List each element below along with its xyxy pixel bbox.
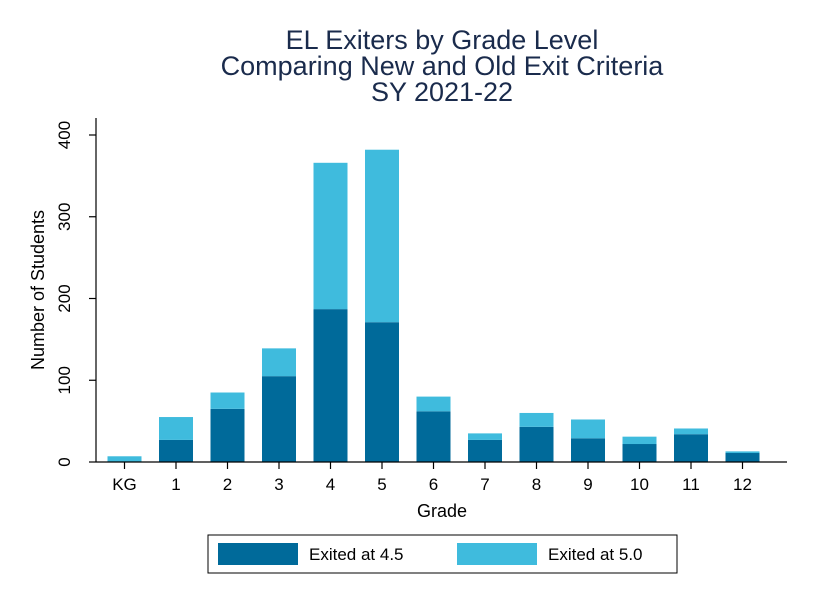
x-tick-label: 11 <box>682 475 700 494</box>
x-tick-label: 2 <box>223 475 232 494</box>
bar-exited-4-5 <box>468 439 502 462</box>
bar-exited-5-0 <box>519 412 554 427</box>
legend-label-exited-5-0: Exited at 5.0 <box>548 545 643 564</box>
bar-exited-4-5 <box>571 438 605 462</box>
x-tick-label: 6 <box>429 475 438 494</box>
x-tick-label: 3 <box>274 475 283 494</box>
bar-exited-4-5 <box>674 434 708 462</box>
bar-exited-5-0 <box>571 419 605 439</box>
x-tick-label: 9 <box>583 475 592 494</box>
x-axis-title: Grade <box>417 501 467 521</box>
bar-exited-5-0 <box>210 392 245 409</box>
y-tick-label: 400 <box>55 121 74 149</box>
y-tick-label: 0 <box>55 457 74 466</box>
x-tick-label: 10 <box>630 475 649 494</box>
bar-exited-4-5 <box>622 444 657 462</box>
x-tick-label: 5 <box>377 475 386 494</box>
bar-exited-5-0 <box>622 436 657 445</box>
legend: Exited at 4.5 Exited at 5.0 <box>207 534 678 574</box>
bar-exited-4-5 <box>262 376 296 462</box>
bar-exited-5-0 <box>365 149 399 323</box>
x-tick-label: 4 <box>326 475 335 494</box>
y-tick-label: 300 <box>55 203 74 231</box>
x-tick-label: 12 <box>733 475 752 494</box>
bar-exited-4-5 <box>313 309 348 462</box>
legend-swatch-exited-4-5 <box>218 543 298 565</box>
legend-label-exited-4-5: Exited at 4.5 <box>309 545 404 564</box>
y-tick-label: 100 <box>55 366 74 394</box>
chart-title-line-3: SY 2021-22 <box>371 77 513 107</box>
bar-exited-4-5 <box>416 411 451 462</box>
legend-swatch-exited-5-0 <box>457 543 537 565</box>
chart-title-line-1: EL Exiters by Grade Level <box>286 25 599 55</box>
bar-exited-4-5 <box>210 408 245 462</box>
bar-exited-5-0 <box>313 162 348 310</box>
bar-exited-5-0 <box>416 396 451 412</box>
bar-exited-5-0 <box>262 348 296 377</box>
y-tick-label: 200 <box>55 284 74 312</box>
bar-exited-4-5 <box>519 426 554 462</box>
y-axis-ticks: 0 100 200 300 400 <box>55 121 96 467</box>
bar-exited-4-5 <box>365 322 399 462</box>
chart-title-line-2: Comparing New and Old Exit Criteria <box>221 51 665 81</box>
chart-title: EL Exiters by Grade Level Comparing New … <box>221 25 665 107</box>
x-axis-ticks: KG 1 2 3 4 5 6 7 8 9 10 11 12 <box>112 462 752 494</box>
bar-exited-5-0 <box>674 428 708 435</box>
bar-exited-5-0 <box>725 451 760 454</box>
bar-exited-4-5 <box>725 453 760 462</box>
bar-exited-5-0 <box>159 417 193 440</box>
bar-exited-5-0 <box>107 456 142 462</box>
x-tick-label: KG <box>112 475 137 494</box>
x-tick-label: 8 <box>532 475 541 494</box>
y-axis-title: Number of Students <box>28 210 48 370</box>
plot-area <box>107 149 760 462</box>
x-tick-label: 1 <box>171 475 180 494</box>
x-tick-label: 7 <box>480 475 489 494</box>
bar-exited-5-0 <box>468 433 502 440</box>
bar-exited-4-5 <box>159 439 193 462</box>
